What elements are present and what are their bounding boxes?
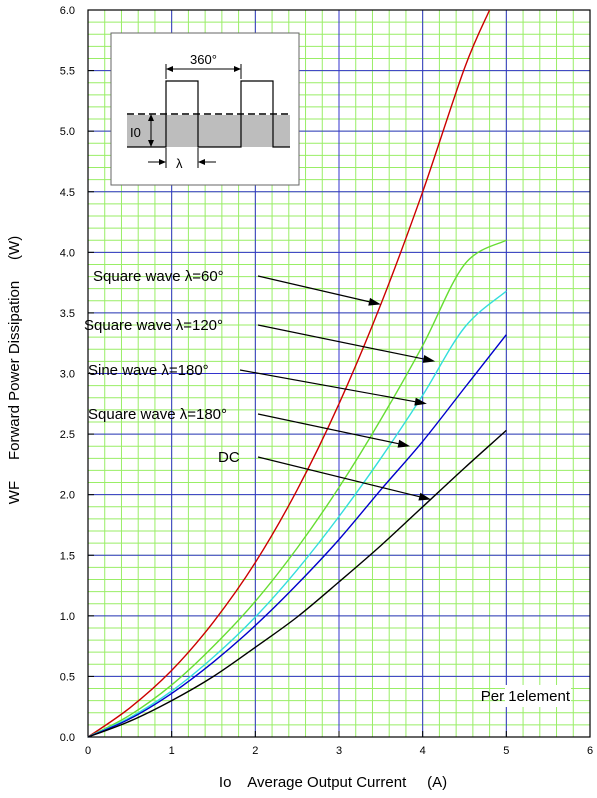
- annotation-arrow: [257, 275, 370, 303]
- inset-angle-label: 360°: [190, 52, 217, 67]
- y-axis-ticks: 0.0 0.5 1.0 1.5 2.0 2.5 3.0 3.5 4.0 4.5 5.0 5.5 6.0: [60, 5, 94, 744]
- plot-frame: [87, 9, 591, 738]
- inset-lambda-arrowhead-left: [159, 159, 166, 165]
- y-tick-label: 0.0: [60, 732, 75, 744]
- y-tick-label: 3.5: [60, 308, 75, 320]
- x-tick-label: 0: [85, 745, 91, 757]
- x-tick-label: 2: [252, 745, 258, 757]
- y-tick-label: 4.5: [60, 187, 75, 199]
- series-lines: [87, 9, 507, 738]
- x-tick-label: 6: [587, 745, 593, 757]
- inset-360-arrowhead-right: [234, 66, 241, 72]
- inset-lambda-label: λ: [176, 156, 183, 171]
- series-line: [87, 429, 507, 738]
- annotation-label: Square wave λ=60°: [93, 268, 224, 285]
- annotation-arrowhead: [422, 355, 436, 363]
- inset-current-label: I0: [130, 125, 141, 140]
- y-tick-label: 0.5: [60, 671, 75, 683]
- inset-360-arrowhead-left: [166, 66, 173, 72]
- x-tick-label: 3: [336, 745, 342, 757]
- note-background: [505, 685, 571, 707]
- y-tick-label: 4.0: [60, 247, 75, 259]
- annotation-arrowhead: [418, 492, 432, 501]
- y-tick-label: 6.0: [60, 5, 75, 17]
- annotation-arrow: [257, 413, 399, 445]
- annotation-arrow: [257, 456, 420, 498]
- series-line: [87, 334, 507, 738]
- x-axis-title: Io Average Output Current (A): [219, 774, 447, 791]
- series-line: [87, 239, 507, 738]
- y-axis-title: WF Forward Power Dissipation (W): [6, 236, 23, 504]
- inset-current-arrowhead-top: [148, 114, 154, 121]
- annotations: Square wave λ=60° Square wave λ=120° Sine …: [84, 268, 436, 501]
- x-axis-ticks: 0 1 2 3 4 5 6: [85, 731, 593, 757]
- annotation-label: Square wave λ=120°: [84, 317, 223, 334]
- annotation-arrowhead: [368, 297, 381, 306]
- annotation-arrow: [239, 369, 416, 403]
- series-line: [87, 290, 507, 738]
- inset-current-arrowhead-bottom: [148, 140, 154, 147]
- x-tick-label: 4: [420, 745, 426, 757]
- annotation-label: DC: [218, 449, 240, 466]
- y-tick-label: 2.5: [60, 429, 75, 441]
- y-tick-label: 2.0: [60, 490, 75, 502]
- per-element-note: Per 1element: [481, 688, 571, 705]
- annotation-arrowhead: [397, 439, 411, 448]
- y-tick-label: 3.0: [60, 369, 75, 381]
- y-tick-label: 5.5: [60, 66, 75, 78]
- annotation-arrow: [257, 324, 424, 360]
- series-line: [87, 9, 491, 738]
- inset-lambda-arrowhead-right: [198, 159, 205, 165]
- annotation-label: Sine wave λ=180°: [88, 362, 209, 379]
- y-tick-label: 5.0: [60, 126, 75, 138]
- x-tick-label: 1: [169, 745, 175, 757]
- waveform-inset: 360° I0 λ: [110, 32, 300, 186]
- annotation-arrowhead: [414, 397, 427, 406]
- inset-shaded-area: [127, 115, 290, 147]
- x-tick-label: 5: [503, 745, 509, 757]
- annotation-label: Square wave λ=180°: [88, 406, 227, 423]
- y-tick-label: 1.0: [60, 611, 75, 623]
- y-tick-label: 1.5: [60, 550, 75, 562]
